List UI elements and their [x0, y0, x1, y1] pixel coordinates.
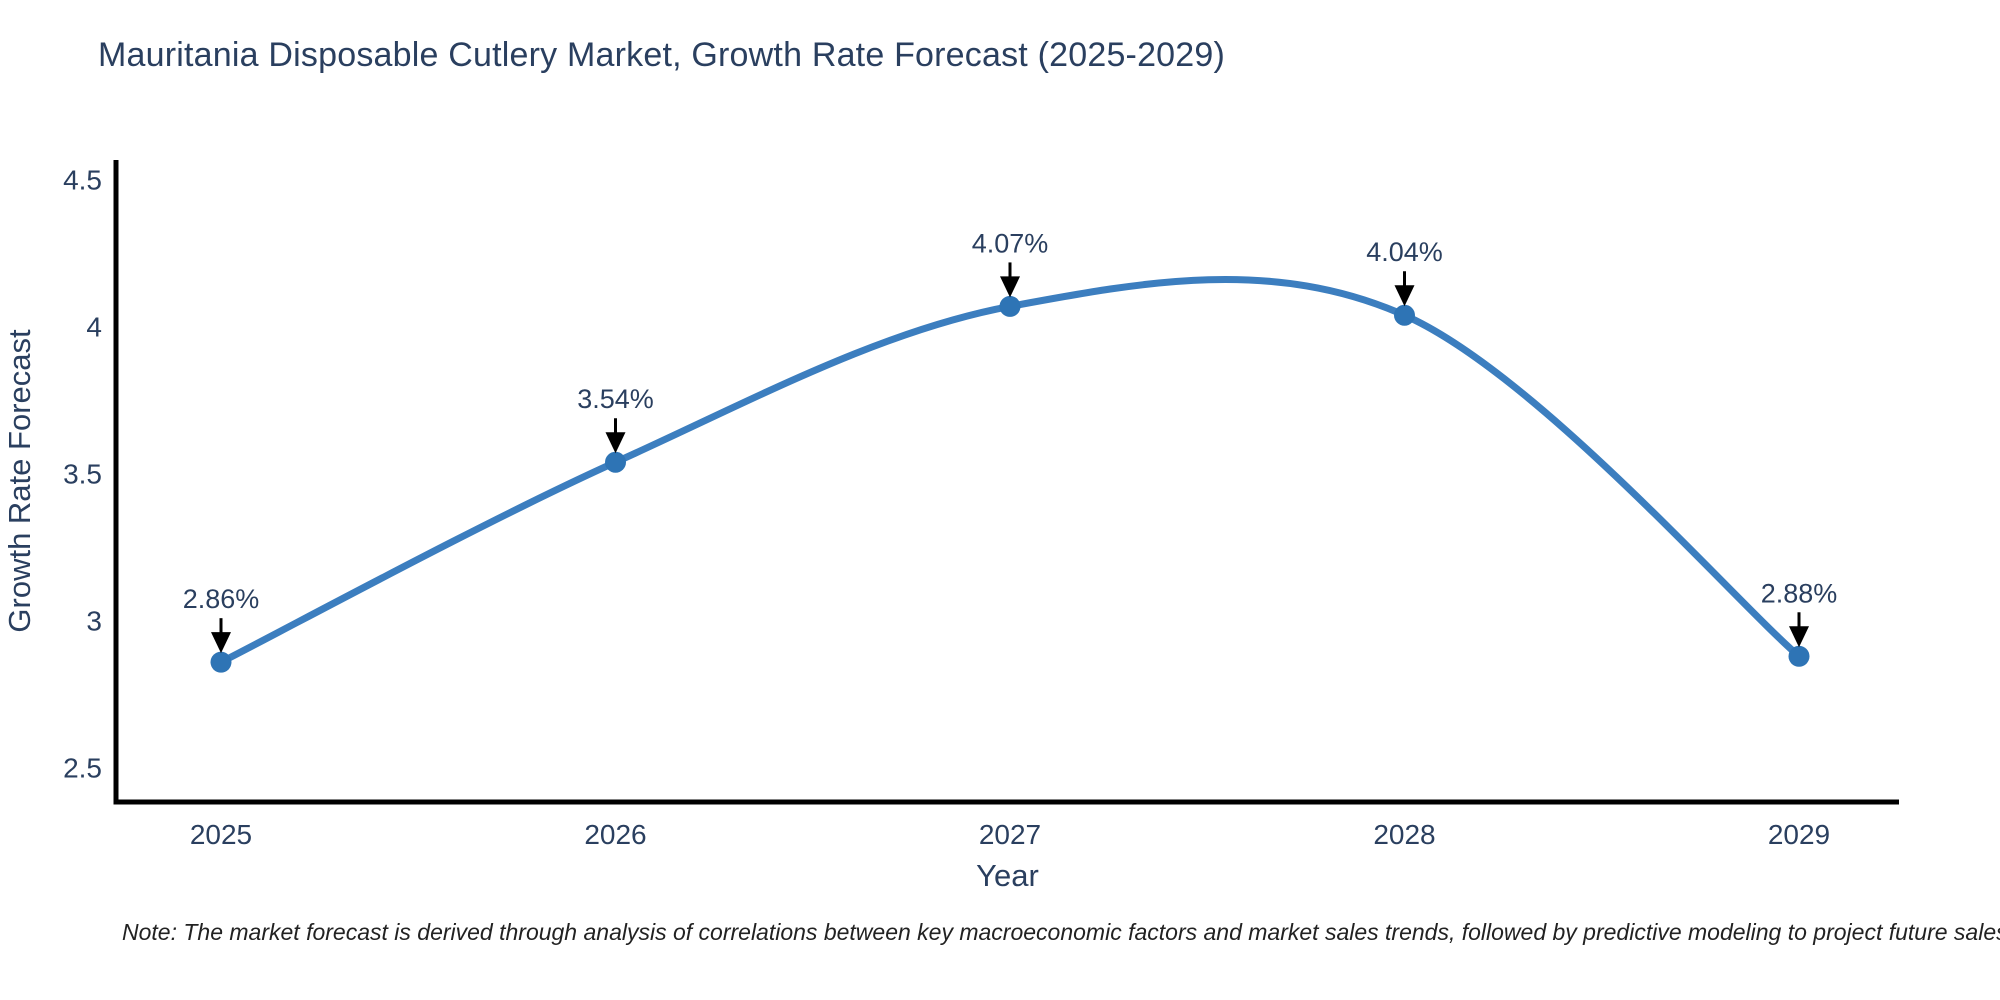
y-tick-label: 3.5 — [63, 459, 102, 490]
x-tick-label: 2027 — [979, 819, 1041, 850]
x-tick-label: 2025 — [190, 819, 252, 850]
x-tick-label: 2026 — [584, 819, 646, 850]
point-value-label: 2.88% — [1761, 578, 1838, 608]
chart-title: Mauritania Disposable Cutlery Market, Gr… — [98, 36, 1226, 74]
annotation-arrowhead-icon — [211, 632, 231, 654]
data-point-marker — [605, 451, 626, 473]
annotation-arrowhead-icon — [1000, 276, 1020, 298]
point-value-label: 3.54% — [577, 384, 654, 414]
x-axis-title: Year — [976, 858, 1039, 893]
data-point-marker — [1394, 304, 1415, 326]
annotation-arrowhead-icon — [1394, 285, 1415, 307]
y-axis-title: Growth Rate Forecast — [2, 329, 37, 633]
y-tick-label: 4.5 — [63, 165, 102, 196]
y-tick-label: 3 — [86, 606, 102, 637]
footnote: Note: The market forecast is derived thr… — [122, 919, 2000, 945]
point-value-label: 4.07% — [972, 228, 1049, 258]
data-point-marker — [210, 651, 232, 673]
annotation-arrowhead-icon — [1789, 626, 1809, 648]
y-tick-label: 4 — [86, 312, 102, 343]
x-tick-label: 2028 — [1373, 819, 1435, 850]
forecast-spline-line — [217, 276, 1803, 666]
point-value-label: 4.04% — [1366, 237, 1443, 267]
y-tick-label: 2.5 — [63, 753, 102, 784]
data-point-marker — [1788, 645, 1810, 667]
point-value-label: 2.86% — [183, 584, 260, 614]
annotation-arrowhead-icon — [605, 432, 626, 454]
data-point-marker — [999, 295, 1021, 317]
x-tick-label: 2029 — [1768, 819, 1830, 850]
